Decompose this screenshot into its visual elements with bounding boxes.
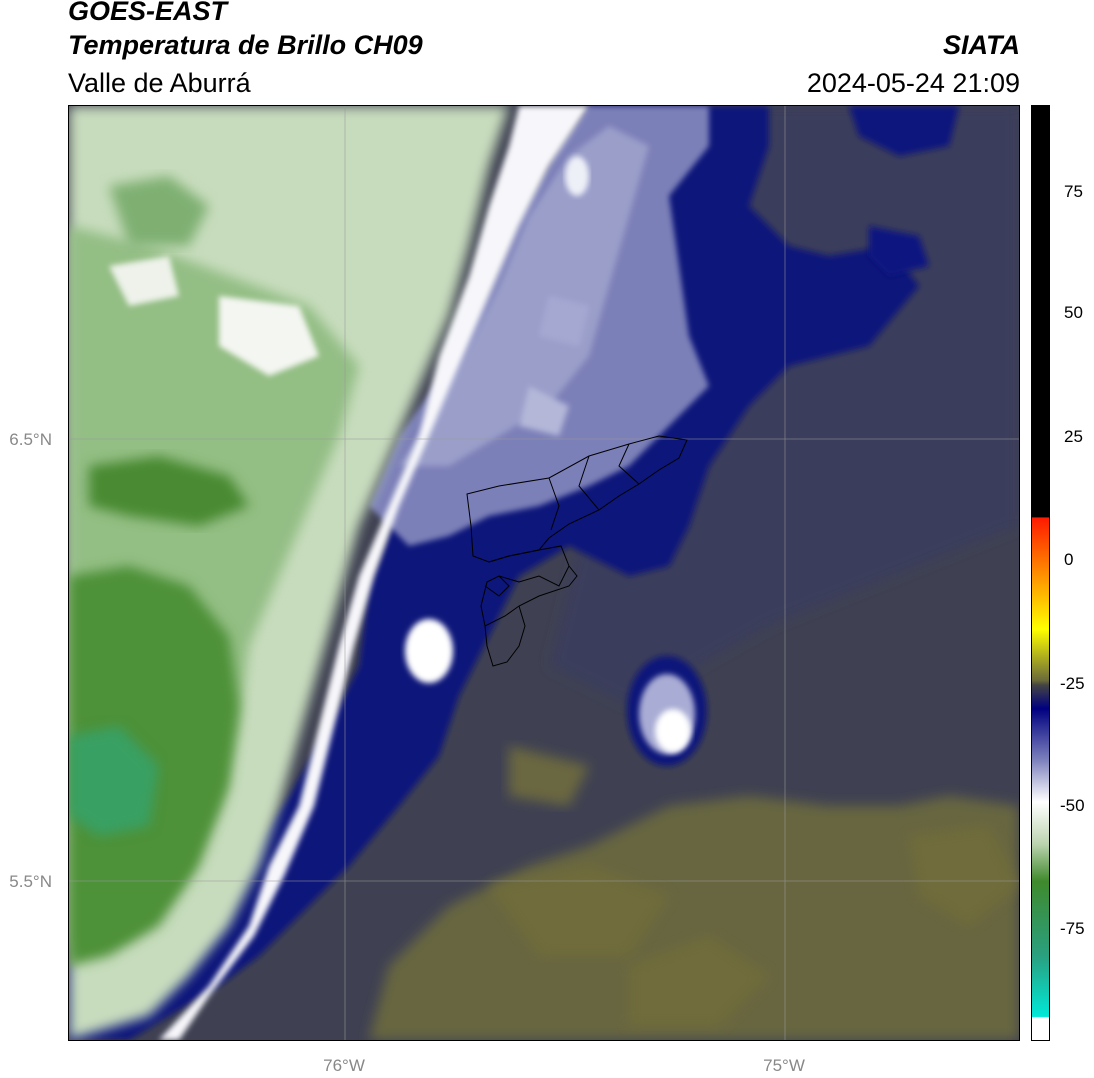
boundary-internal-2	[578, 455, 600, 511]
organization-label: SIATA	[943, 30, 1020, 60]
colorbar-tick-0: 0	[1064, 550, 1074, 569]
lavender-spot-2	[539, 296, 589, 346]
map-region: Valle de Aburrá	[68, 68, 251, 98]
teal-green-patch	[69, 726, 159, 836]
boundary-south	[484, 605, 526, 667]
colorbar-tick-minus-75: -75	[1060, 919, 1085, 938]
lon-label-75: 75°W	[763, 1056, 805, 1075]
boundary-southwest	[484, 575, 510, 597]
municipal-boundaries	[466, 435, 688, 667]
white-cloud-edge	[159, 106, 589, 1040]
navy-cloud-blob	[849, 106, 959, 156]
white-core-3	[565, 156, 589, 196]
colorbar-tick-minus-25: -25	[1060, 674, 1085, 693]
navy-cloud-band	[69, 106, 919, 1040]
lat-label-5-5: 5.5°N	[9, 872, 52, 891]
boundary-internal-3	[618, 443, 640, 485]
lavender-cloud-tops-2	[399, 126, 649, 466]
map-title: GOES-EAST	[68, 0, 228, 26]
navy-cloud-blob-2	[869, 226, 929, 276]
colorbar-fill	[1032, 106, 1049, 1040]
white-core-2	[655, 709, 691, 753]
olive-patch-4	[509, 746, 589, 806]
lavender-spot	[519, 386, 569, 436]
timestamp-label: 2024-05-24 21:09	[806, 68, 1020, 98]
colorbar-gradient	[1032, 106, 1049, 1040]
white-core-1	[405, 619, 453, 683]
green-patch-top	[109, 176, 209, 246]
deep-green-patch	[89, 456, 249, 526]
colorbar	[1031, 105, 1050, 1041]
white-spot-green-2	[109, 256, 179, 306]
colorbar-tick-50: 50	[1064, 303, 1083, 322]
olive-patch-3	[909, 826, 1019, 926]
map-canvas	[69, 106, 1019, 1040]
olive-patch-2	[629, 936, 769, 1026]
lat-label-6-5: 6.5°N	[9, 430, 52, 449]
white-spot-green-1	[219, 296, 319, 376]
boundary-internal-1	[548, 477, 560, 531]
map-grid	[69, 106, 1019, 1040]
lon-label-76: 76°W	[323, 1056, 365, 1075]
colorbar-tick-75: 75	[1064, 182, 1083, 201]
map-subtitle: Temperatura de Brillo CH09	[68, 30, 423, 60]
colorbar-tick-minus-50: -50	[1060, 796, 1085, 815]
colorbar-tick-25: 25	[1064, 427, 1083, 446]
olive-patch-1	[489, 866, 669, 956]
olive-region	[369, 796, 1019, 1040]
boundary-central	[480, 545, 578, 627]
satellite-map[interactable]	[68, 105, 1020, 1041]
